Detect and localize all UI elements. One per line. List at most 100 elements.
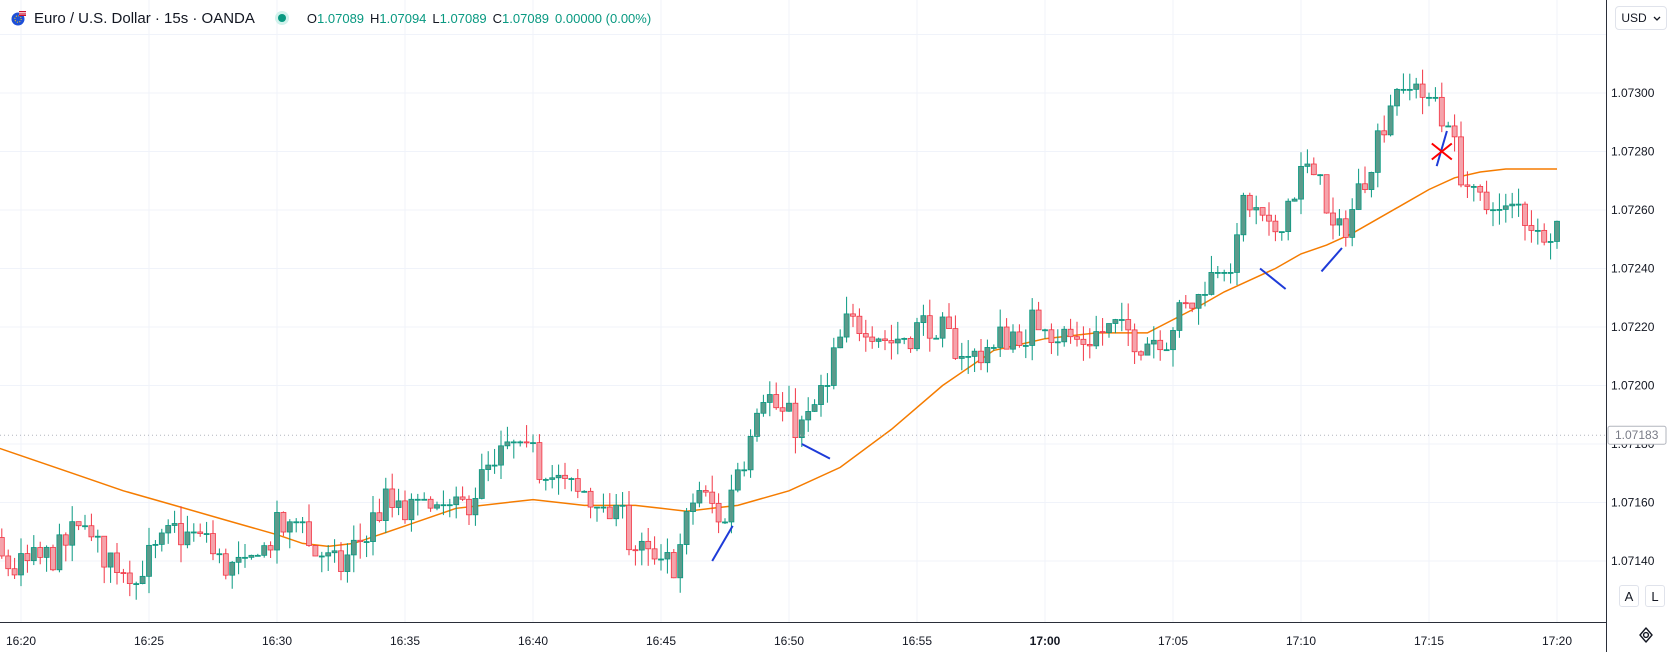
candle-up <box>818 374 824 417</box>
ohlc-close-value: 1.07089 <box>502 10 550 26</box>
candle-body <box>107 552 114 568</box>
drawings[interactable] <box>711 130 1453 562</box>
candle-down <box>24 544 31 573</box>
ohlc-high-label: H <box>370 10 380 26</box>
candle-up <box>517 440 524 447</box>
candle-body <box>587 490 594 508</box>
candle-up <box>1490 202 1496 227</box>
candle-down <box>1272 214 1279 242</box>
candle-up <box>94 529 101 553</box>
candle-body <box>1189 302 1196 309</box>
candle-down <box>523 425 530 448</box>
candle-body <box>549 477 556 480</box>
candle-up <box>581 490 588 493</box>
candle-body <box>376 512 383 521</box>
candle-up <box>1413 77 1420 99</box>
candle-body <box>1202 294 1208 296</box>
candle-body <box>427 498 434 509</box>
trend-line-drawing[interactable] <box>1435 130 1448 167</box>
candle-body <box>165 525 172 534</box>
candle-body <box>1182 302 1189 305</box>
candle-body <box>1445 125 1452 128</box>
candle-up <box>1502 193 1509 223</box>
candle-up <box>1118 302 1125 332</box>
candle-up <box>594 506 600 522</box>
candle-down <box>888 324 895 360</box>
candle-up <box>638 532 645 566</box>
chart-header: Euro / U.S. Dollar · 15s · OANDA O1.0708… <box>10 8 651 28</box>
candle-body <box>370 512 376 542</box>
candle-up <box>1355 168 1362 210</box>
candle-up <box>242 543 248 568</box>
candle-up <box>382 477 389 534</box>
candle-up <box>1061 326 1068 347</box>
candle-down <box>1035 301 1042 331</box>
candle-body <box>37 547 44 558</box>
candle-up <box>549 465 556 489</box>
candle-body <box>1438 96 1445 127</box>
candle-body <box>5 555 12 570</box>
candle-up <box>350 525 357 573</box>
trend-line-drawing[interactable] <box>1259 267 1287 290</box>
candle-down <box>869 326 876 349</box>
trend-line-drawing[interactable] <box>801 443 831 460</box>
candle-down <box>1048 323 1055 355</box>
candle-up <box>1214 265 1221 279</box>
trend-line-drawing[interactable] <box>711 525 734 562</box>
symbol-title[interactable]: Euro / U.S. Dollar · 15s · OANDA <box>34 9 255 27</box>
y-tick-label: 1.07280 <box>1611 145 1655 159</box>
log-scale-button[interactable]: L <box>1645 585 1665 607</box>
candle-up <box>754 408 760 442</box>
candle-body <box>210 533 216 555</box>
candle-body <box>331 550 338 554</box>
x-tick-label: 16:30 <box>262 634 292 648</box>
candle-body <box>562 474 568 479</box>
candle-body <box>792 402 799 439</box>
candles <box>0 69 1560 600</box>
candle-up <box>440 490 447 516</box>
candle-body <box>581 490 588 493</box>
candle-down <box>1362 166 1368 194</box>
candle-body <box>158 532 165 545</box>
candle-body <box>421 498 428 501</box>
candle-up <box>568 477 575 492</box>
market-status-icon[interactable] <box>274 11 289 25</box>
settings-icon[interactable] <box>1635 624 1657 646</box>
candle-body <box>1022 345 1029 347</box>
candle-body <box>30 547 37 562</box>
candle-down <box>222 548 229 580</box>
candle-up <box>485 451 492 482</box>
candle-body <box>760 402 767 414</box>
candle-up <box>331 539 338 563</box>
candle-body <box>555 474 562 479</box>
candle-body <box>1426 96 1432 99</box>
candle-body <box>594 506 600 509</box>
candle-body <box>1458 136 1464 186</box>
candle-up <box>1534 218 1541 245</box>
candle-body <box>0 537 5 557</box>
x-tick-label: 16:50 <box>774 634 804 648</box>
candle-up <box>1547 233 1554 260</box>
candle-body <box>1150 339 1157 345</box>
x-tick-label: 17:00 <box>1030 634 1061 648</box>
candle-body <box>1214 272 1221 274</box>
candle-body <box>843 313 850 338</box>
trend-line-drawing[interactable] <box>1320 247 1343 273</box>
candle-down <box>126 560 133 597</box>
candle-up <box>933 335 940 340</box>
candle-down <box>574 468 581 499</box>
candle-up <box>395 488 402 516</box>
candle-up <box>1317 174 1324 185</box>
y-tick-label: 1.07300 <box>1611 86 1655 100</box>
currency-select[interactable]: USD <box>1615 6 1667 30</box>
candle-up <box>1400 73 1407 94</box>
candle-body <box>56 534 63 571</box>
candle-body <box>248 554 255 558</box>
candle-down <box>62 532 69 562</box>
cross-marker-icon[interactable] <box>1431 142 1453 161</box>
candle-up <box>184 515 191 549</box>
candle-up <box>325 545 332 571</box>
auto-scale-button[interactable]: A <box>1619 585 1639 607</box>
